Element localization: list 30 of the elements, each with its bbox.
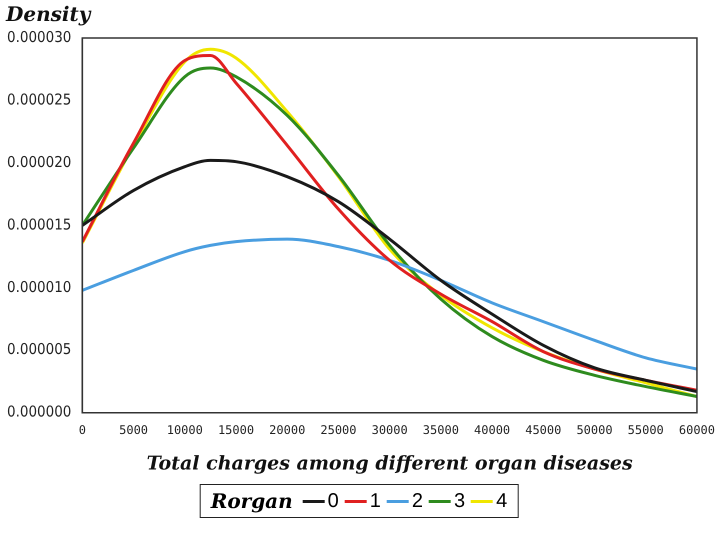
x-tick-label: 5000 [119,423,148,438]
legend-label: 2 [410,490,424,512]
x-tick-label: 30000 [372,423,408,438]
legend-label: 0 [326,490,339,512]
x-tick-label: 15000 [218,423,254,438]
y-tick-label: 0.000010 [7,278,72,296]
legend-label: 1 [368,490,381,512]
x-tick-label: 40000 [474,423,510,438]
x-tick-label: 25000 [320,423,357,438]
x-tick-label: 60000 [678,423,715,438]
legend-label: 4 [495,490,508,512]
x-tick-label: 0 [78,423,86,438]
y-axis-title: Density [5,2,92,26]
legend-label: 3 [453,490,466,512]
y-tick-label: 0.000005 [7,340,72,358]
y-tick-label: 0.000015 [7,215,72,234]
x-tick-label: 10000 [166,423,203,438]
line-series [82,158,697,394]
x-tick-label: 45000 [525,423,562,438]
legend-title: Rorgan [210,489,293,513]
x-tick-label: 55000 [628,423,664,438]
x-tick-label: 20000 [269,423,306,438]
y-tick-label: 0.000030 [7,28,72,46]
x-axis-title: Total charges among different organ diseases [146,452,634,475]
y-tick-label: 0.000025 [7,90,72,108]
y-tick-label: 0.000000 [7,402,72,421]
line-series [82,238,697,371]
x-tick-label: 35000 [422,423,459,438]
x-tick-label: 50000 [576,423,613,438]
y-tick-label: 0.000020 [7,152,72,171]
